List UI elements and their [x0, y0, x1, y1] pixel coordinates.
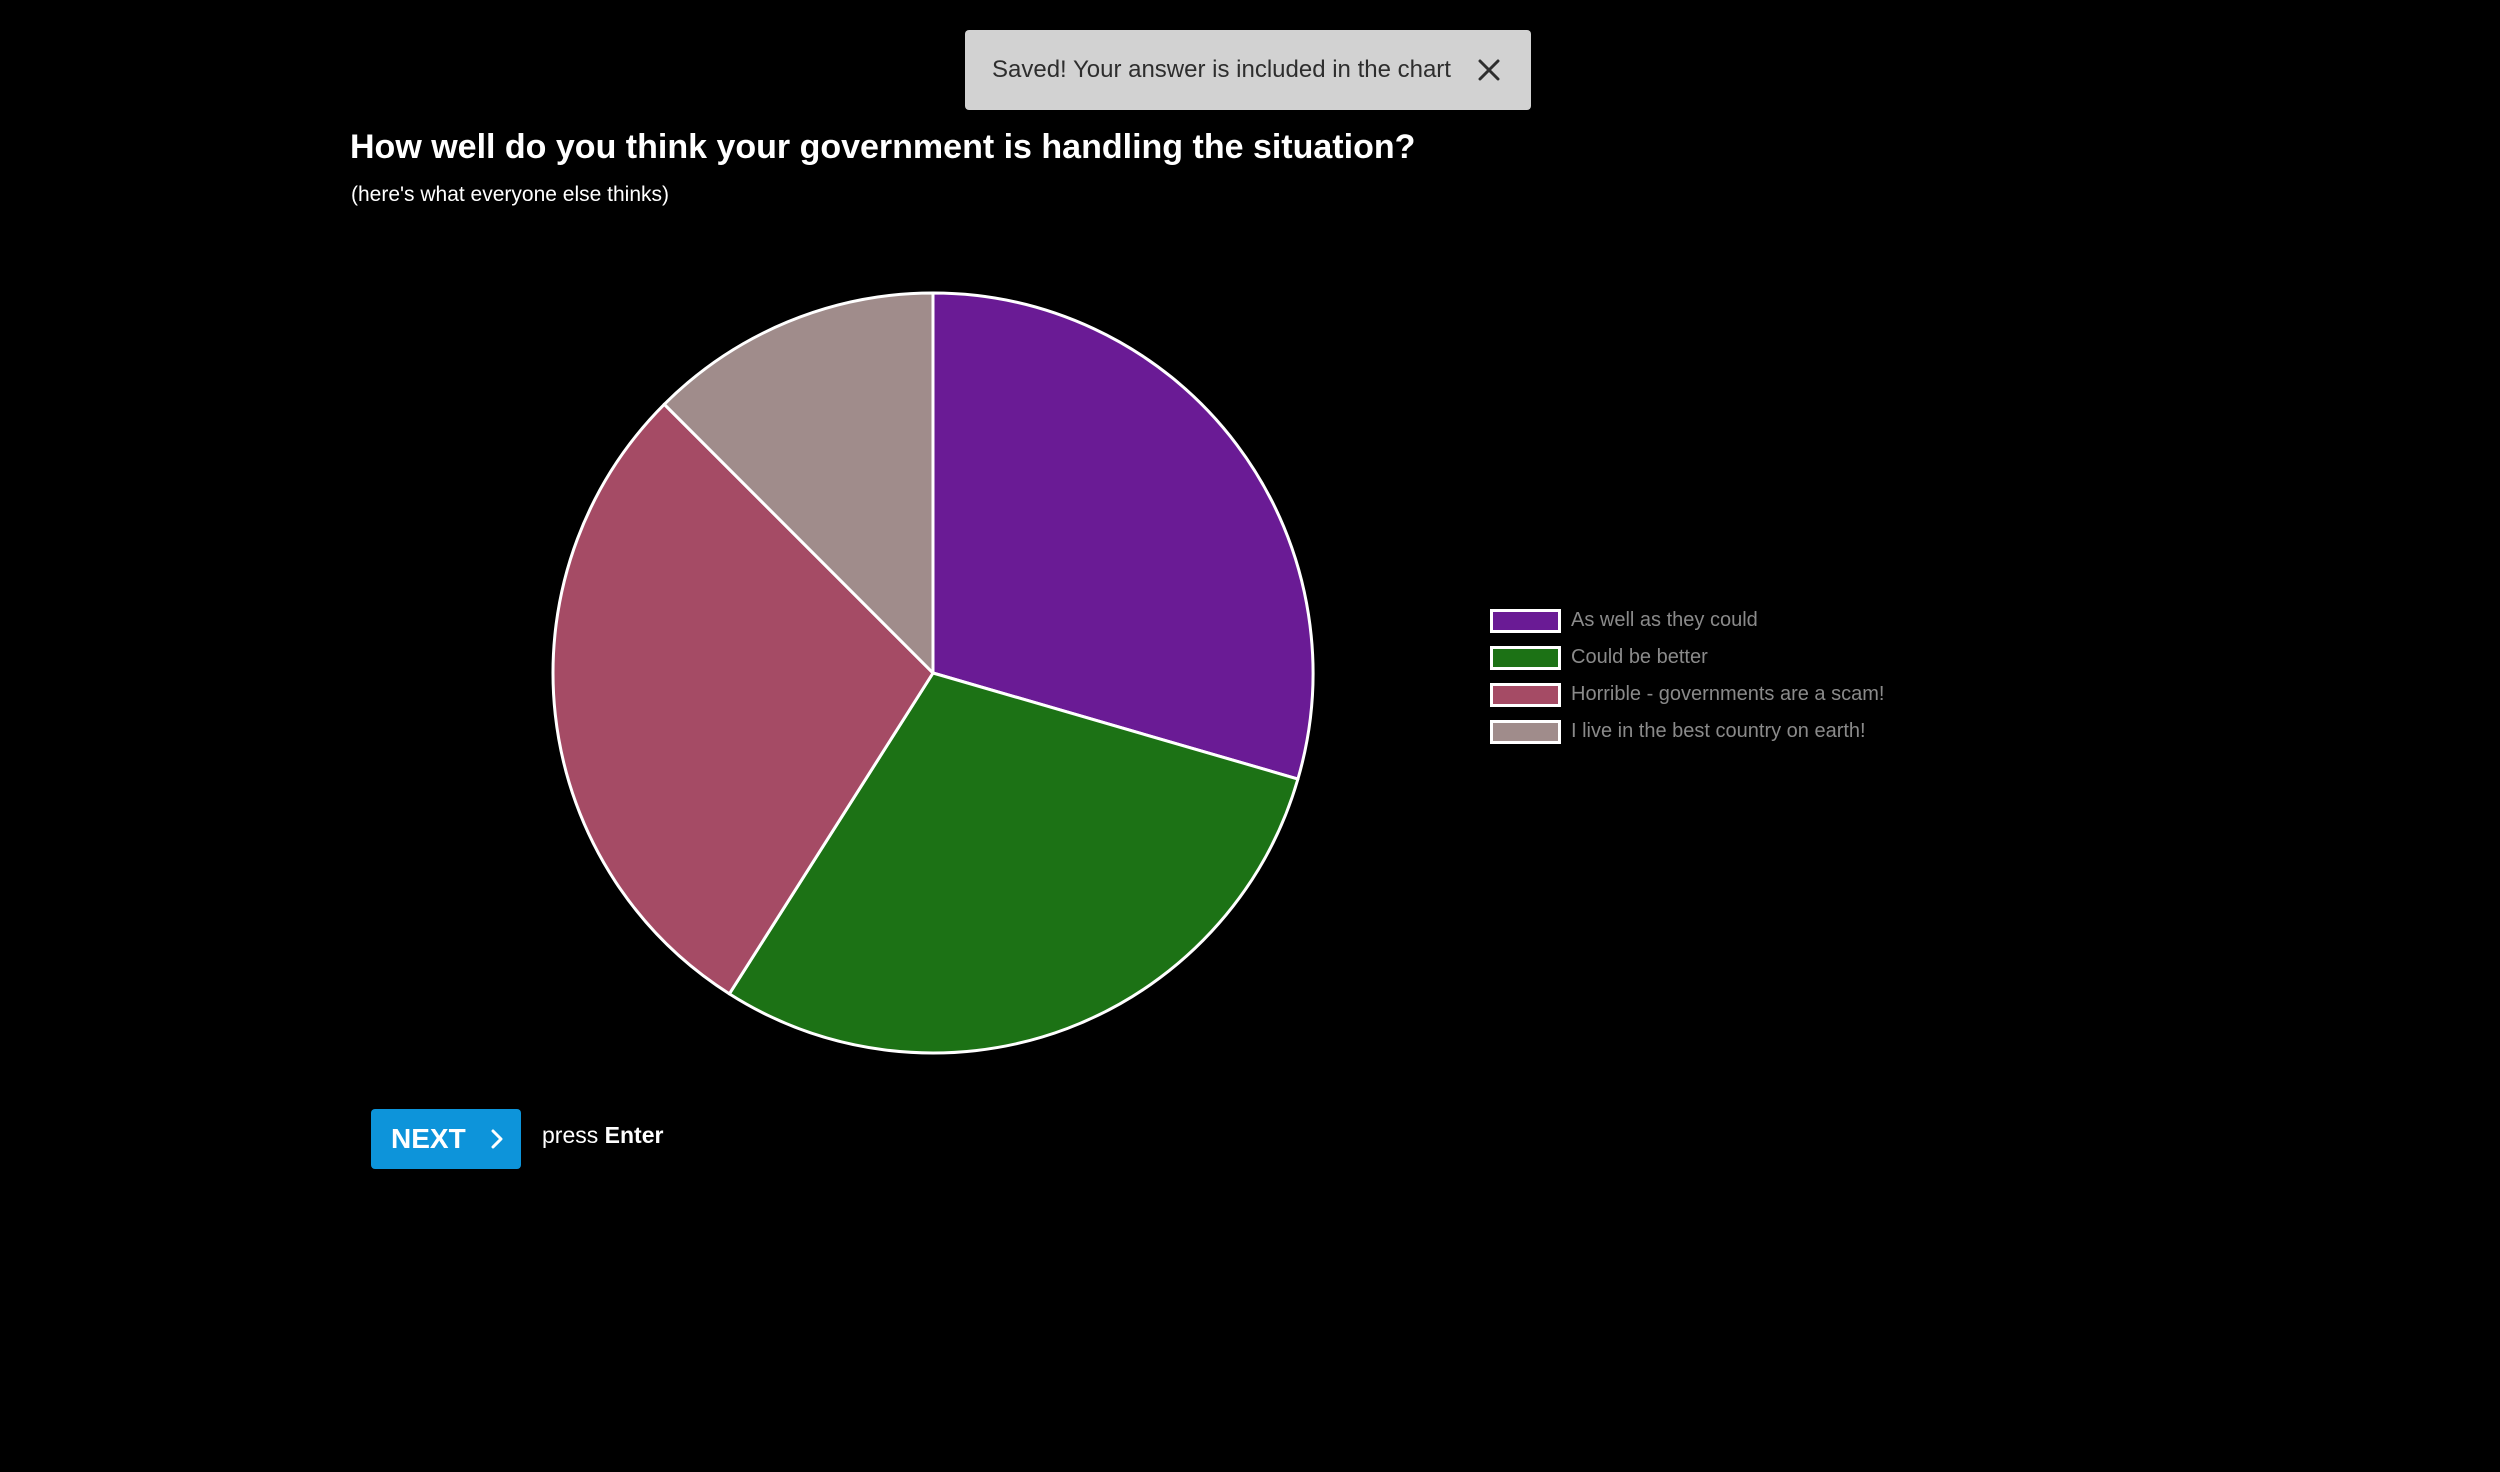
saved-toast: Saved! Your answer is included in the ch…: [965, 30, 1531, 110]
legend-swatch: [1490, 719, 1561, 744]
legend-swatch: [1490, 608, 1561, 633]
pie-slice-2: [551, 402, 935, 996]
legend-label: As well as they could: [1571, 609, 1758, 631]
legend-label: Could be better: [1571, 646, 1708, 668]
legend-item: Could be better: [1490, 639, 1884, 676]
close-icon[interactable]: [1465, 46, 1513, 94]
results-pie-chart: [551, 291, 1315, 1055]
hint-prefix: press: [542, 1122, 599, 1148]
question-subtitle: (here's what everyone else thinks): [351, 183, 669, 206]
next-button[interactable]: NEXT: [371, 1109, 521, 1169]
legend-item: I live in the best country on earth!: [1490, 713, 1884, 750]
hint-key: Enter: [604, 1122, 664, 1148]
legend-item: Horrible - governments are a scam!: [1490, 676, 1884, 713]
pie-slice-1: [727, 671, 1300, 1055]
chart-legend: As well as they could Could be better Horr…: [1490, 602, 1884, 750]
question-title: How well do you think your government is…: [350, 128, 1416, 166]
pie-slice-0: [931, 291, 1315, 781]
legend-swatch: [1490, 645, 1561, 670]
keyboard-hint: press Enter: [542, 1122, 663, 1149]
pie-slice-3: [662, 291, 935, 675]
legend-item: As well as they could: [1490, 602, 1884, 639]
legend-label: I live in the best country on earth!: [1571, 720, 1866, 742]
toast-message: Saved! Your answer is included in the ch…: [992, 56, 1451, 83]
legend-swatch: [1490, 682, 1561, 707]
next-label: NEXT: [391, 1123, 466, 1154]
legend-label: Horrible - governments are a scam!: [1571, 683, 1885, 705]
chevron-right-icon: [490, 1128, 504, 1150]
